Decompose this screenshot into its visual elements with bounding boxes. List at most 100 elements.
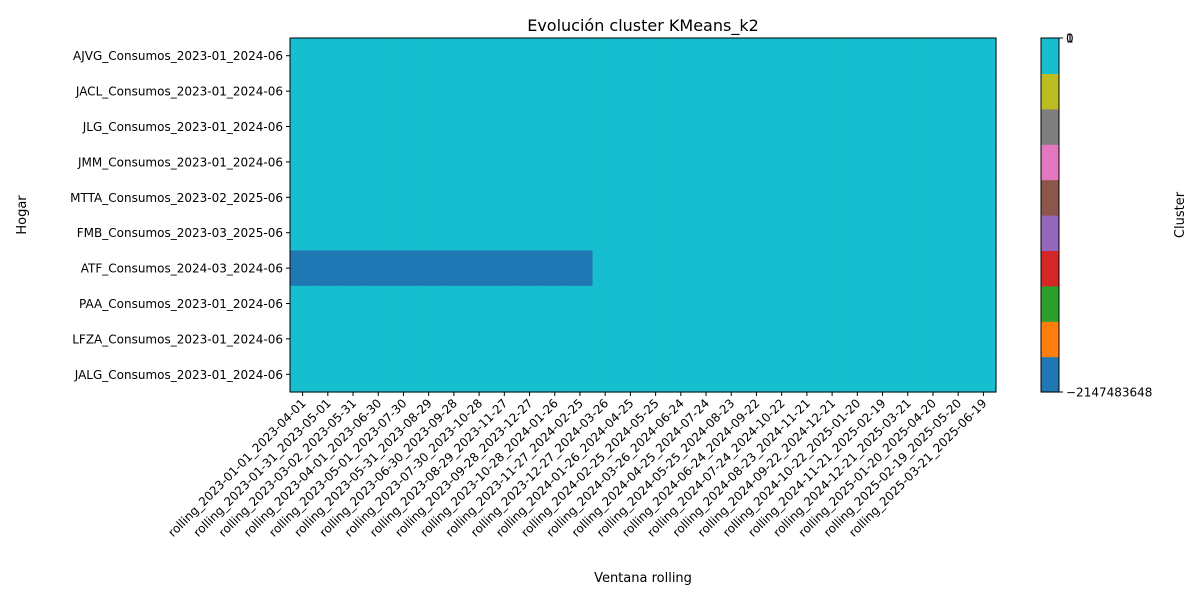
heatmap-cell (895, 179, 921, 216)
heatmap-cell (491, 215, 518, 251)
heatmap-cell (869, 73, 896, 110)
y-tick-labels: AJVG_Consumos_2023-01_2024-06 JACL_Consum… (70, 49, 290, 382)
heatmap-cell (895, 356, 921, 393)
heatmap-cell (390, 285, 417, 322)
heatmap-cell (844, 250, 871, 287)
heatmap-cell (970, 179, 997, 216)
heatmap-cell (466, 215, 493, 251)
heatmap-cell (516, 179, 543, 216)
colorbar-tick-label: −2147483648 (1066, 386, 1152, 400)
heatmap-cell (290, 108, 316, 145)
heatmap-cell (895, 215, 921, 251)
heatmap-cell (365, 215, 392, 251)
heatmap-cell (290, 250, 316, 287)
heatmap-cell (592, 108, 619, 145)
heatmap-cell (819, 356, 846, 393)
heatmap-cell (416, 321, 442, 358)
heatmap-cell (643, 356, 669, 393)
heatmap-cell (516, 215, 543, 251)
heatmap-cell (416, 250, 442, 287)
heatmap-cell (844, 321, 871, 358)
heatmap-cell (390, 250, 417, 287)
heatmap-cell (945, 108, 972, 145)
heatmap-cell (668, 356, 695, 393)
heatmap-cell (315, 285, 342, 322)
heatmap-cell (693, 179, 720, 216)
heatmap-cell (542, 38, 568, 74)
heatmap-cell (794, 108, 821, 145)
heatmap-cell (794, 215, 821, 251)
heatmap-cell (441, 285, 468, 322)
heatmap-cell (390, 356, 417, 393)
heatmap-cell (794, 321, 821, 358)
heatmap-cell (920, 356, 947, 393)
heatmap-cell (315, 179, 342, 216)
heatmap-cell (643, 73, 669, 110)
heatmap-cell (743, 250, 770, 287)
heatmap-cell (895, 285, 921, 322)
heatmap-cell (794, 73, 821, 110)
heatmap-cell (668, 215, 695, 251)
heatmap-cell (920, 108, 947, 145)
heatmap-cell (340, 250, 367, 287)
heatmap-cell (365, 179, 392, 216)
colorbar-segment (1041, 144, 1059, 181)
heatmap-cell (693, 285, 720, 322)
heatmap-cell (869, 215, 896, 251)
plot-frame (289, 37, 997, 393)
heatmap-cell (542, 215, 568, 251)
heatmap-cell (643, 144, 669, 181)
heatmap-cell (315, 108, 342, 145)
heatmap-cell (315, 38, 342, 74)
heatmap-cell (567, 356, 594, 393)
y-tick-label: ATF_Consumos_2024-03_2024-06 (81, 262, 283, 276)
heatmap-cell (819, 215, 846, 251)
heatmap-cell (466, 38, 493, 74)
heatmap-cell (466, 250, 493, 287)
heatmap-cell (869, 356, 896, 393)
heatmap-cell (340, 321, 367, 358)
heatmap-cell (970, 73, 997, 110)
heatmap-cell (743, 321, 770, 358)
heatmap-cell (617, 250, 644, 287)
heatmap-cell (315, 73, 342, 110)
heatmap-cell (466, 321, 493, 358)
y-tick-label: JLG_Consumos_2023-01_2024-06 (82, 120, 283, 134)
heatmap-cell (567, 108, 594, 145)
heatmap-cell (315, 250, 342, 287)
y-axis-label: Hogar (15, 195, 30, 235)
heatmap-cell (895, 108, 921, 145)
heatmap-cell (920, 38, 947, 74)
heatmap-cell (617, 38, 644, 74)
heatmap-cell (743, 73, 770, 110)
heatmap-cell (365, 38, 392, 74)
colorbar-segment (1041, 356, 1059, 393)
heatmap-cell (617, 108, 644, 145)
heatmap-cell (970, 321, 997, 358)
heatmap-cell (769, 321, 795, 358)
heatmap-cell (794, 144, 821, 181)
heatmap-cell (970, 215, 997, 251)
heatmap-cell (466, 73, 493, 110)
heatmap-cell (895, 38, 921, 74)
heatmap-cell (794, 356, 821, 393)
heatmap-cell (491, 108, 518, 145)
colorbar-segment (1041, 321, 1059, 358)
heatmap-cell (416, 108, 442, 145)
heatmap-cell (365, 250, 392, 287)
heatmap-cell (945, 250, 972, 287)
heatmap-cell (390, 179, 417, 216)
heatmap-cell (869, 38, 896, 74)
heatmap-cell (491, 285, 518, 322)
heatmap-cell (491, 321, 518, 358)
heatmap-cell (441, 108, 468, 145)
heatmap-cell (844, 285, 871, 322)
heatmap-cell (365, 73, 392, 110)
heatmap-cell (441, 215, 468, 251)
heatmap-cell (542, 144, 568, 181)
heatmap-cell (970, 144, 997, 181)
heatmap-cell (617, 356, 644, 393)
heatmap-cell (718, 285, 745, 322)
heatmap-cell (895, 321, 921, 358)
heatmap-cell (592, 356, 619, 393)
